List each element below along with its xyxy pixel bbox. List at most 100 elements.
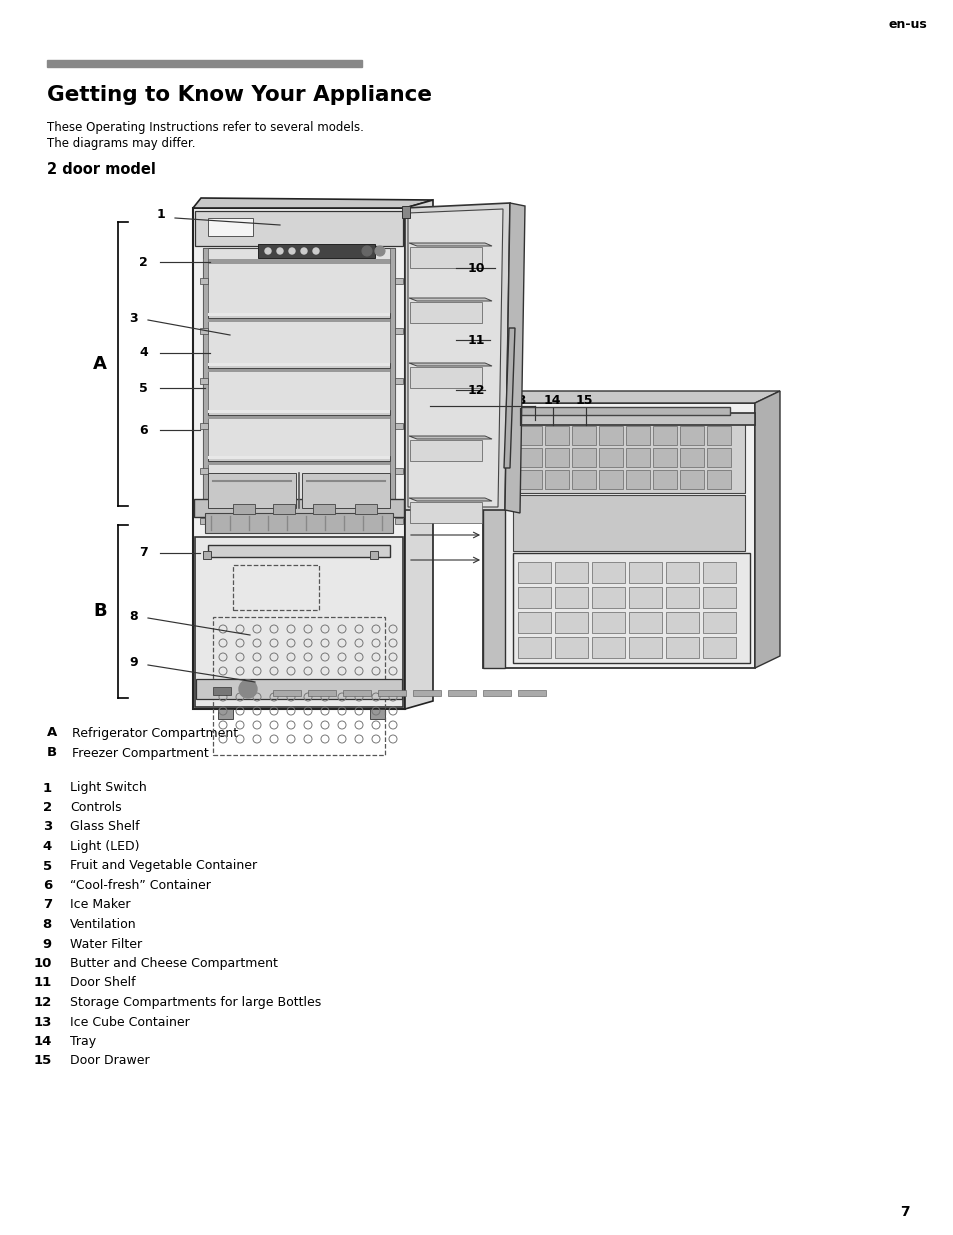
Bar [679,426,703,445]
Text: 10: 10 [33,957,52,969]
Bar [213,685,385,755]
Bar [208,473,295,508]
Bar [652,426,677,445]
Text: 2: 2 [43,802,52,814]
Bar [208,363,390,366]
Polygon shape [409,363,492,366]
Bar [598,426,622,445]
Bar [410,367,481,388]
Bar [517,471,541,489]
Bar [702,587,735,608]
Text: Controls: Controls [70,802,121,814]
Bar [665,562,699,583]
Text: “Cool-fresh” Container: “Cool-fresh” Container [70,879,211,892]
Polygon shape [405,203,510,510]
Text: 12: 12 [468,384,485,396]
Bar [208,416,390,419]
Text: 2: 2 [139,256,148,268]
Text: 6: 6 [43,879,52,892]
Text: 6: 6 [139,424,148,436]
Bar [555,613,587,634]
Bar [598,471,622,489]
Text: Ventilation: Ventilation [70,918,136,931]
Text: 4: 4 [43,840,52,853]
Text: 3: 3 [130,311,138,325]
Bar [370,551,377,559]
Bar [517,637,551,658]
Bar [706,426,730,445]
Circle shape [313,248,318,254]
Bar [517,562,551,583]
Bar [343,690,371,697]
Bar [47,61,361,67]
Circle shape [375,246,385,256]
Bar [395,424,402,429]
Polygon shape [409,498,492,501]
Bar [377,690,406,697]
Text: 15: 15 [575,394,592,406]
Bar [355,504,376,514]
Polygon shape [504,203,524,513]
Bar [628,587,661,608]
Bar [208,312,390,317]
Bar [401,206,410,219]
Circle shape [361,246,372,256]
Bar [195,679,401,699]
Bar [208,319,390,322]
Text: 3: 3 [43,820,52,834]
Text: Butter and Cheese Compartment: Butter and Cheese Compartment [70,957,277,969]
Bar [517,690,545,697]
Bar [203,248,208,505]
Text: 12: 12 [468,394,485,406]
Text: Door Drawer: Door Drawer [70,1055,150,1067]
Text: Tray: Tray [70,1035,96,1049]
Bar [628,613,661,634]
Bar [208,456,390,459]
Text: 14: 14 [542,394,560,406]
Text: The diagrams may differ.: The diagrams may differ. [47,137,195,149]
Text: Refrigerator Compartment: Refrigerator Compartment [71,726,238,740]
Bar [592,637,624,658]
Text: A: A [47,726,57,740]
Bar [544,471,568,489]
Bar [592,562,624,583]
Bar [194,211,402,246]
Bar [555,562,587,583]
Bar [517,408,729,415]
Bar [679,448,703,467]
Bar [203,551,211,559]
Bar [205,513,393,534]
Bar [410,501,481,522]
Bar [592,613,624,634]
Bar [628,637,661,658]
Text: Ice Maker: Ice Maker [70,899,131,911]
Bar [395,278,402,284]
Bar [513,417,744,493]
Bar [200,468,208,474]
Polygon shape [408,209,502,508]
Bar [517,613,551,634]
Bar [517,426,541,445]
Text: 9: 9 [130,657,138,669]
Bar [203,248,395,505]
Bar [273,690,301,697]
Bar [665,613,699,634]
Bar [200,517,208,524]
Bar [308,690,335,697]
Bar [706,471,730,489]
Bar [572,448,596,467]
Bar [706,448,730,467]
Polygon shape [503,329,515,468]
Text: 1: 1 [43,782,52,794]
Bar [395,378,402,384]
Text: 8: 8 [130,610,138,622]
Bar [213,687,231,695]
Bar [208,410,390,412]
Bar [200,378,208,384]
Bar [203,259,395,264]
Bar [513,495,744,551]
Bar [448,690,476,697]
Text: 1: 1 [156,209,165,221]
Bar [193,499,403,517]
Circle shape [289,248,294,254]
